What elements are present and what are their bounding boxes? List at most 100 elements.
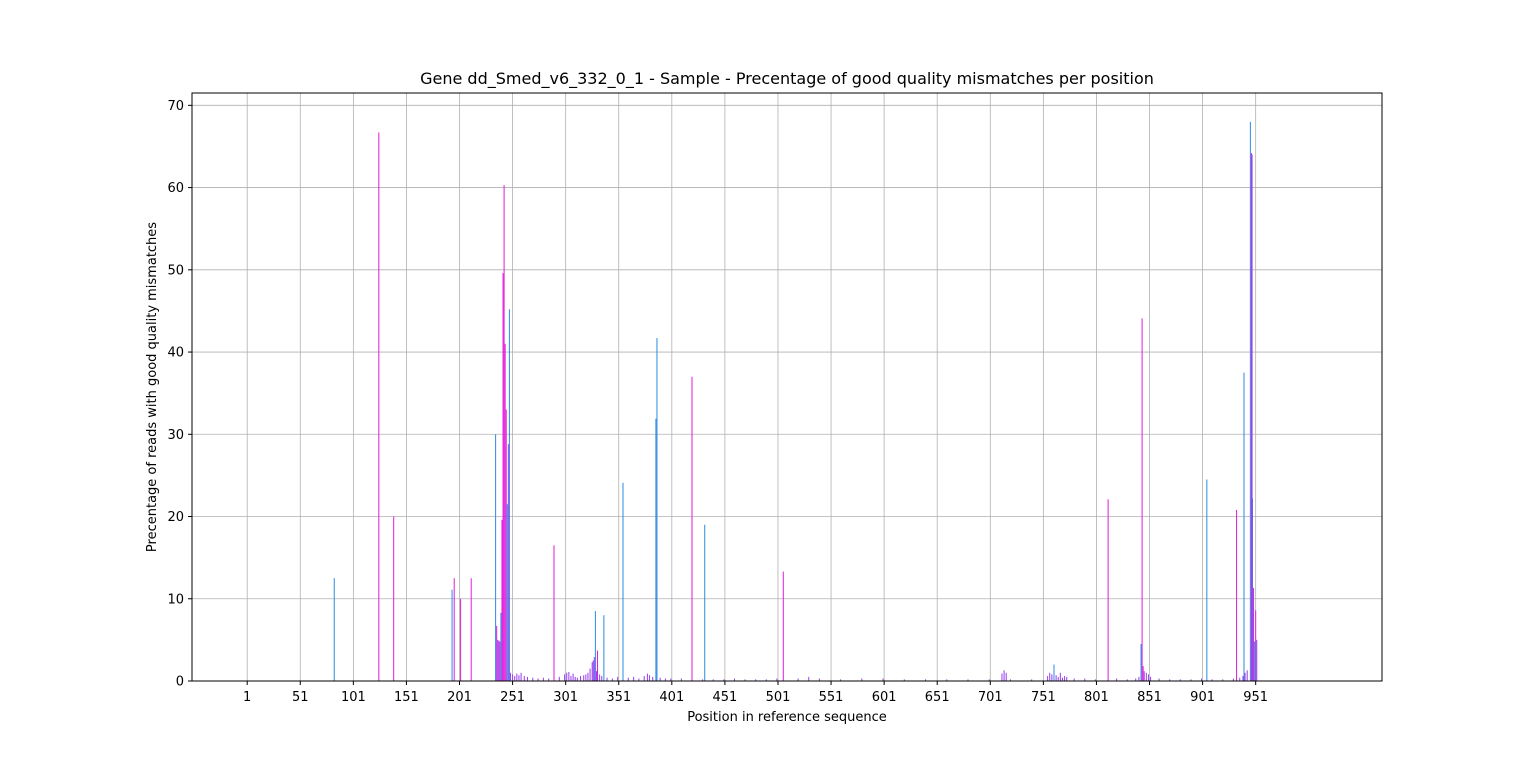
bar-violet — [1246, 670, 1248, 681]
bar-violet — [1009, 679, 1011, 681]
bar-magenta — [504, 343, 506, 681]
x-tick-label: 1 — [243, 690, 251, 705]
bar-violet — [1179, 679, 1181, 681]
bar-violet — [664, 678, 666, 681]
bar-violet — [526, 676, 528, 681]
bar-violet — [1239, 677, 1241, 681]
bar-violet — [572, 673, 574, 681]
bar-violet — [723, 679, 725, 681]
bar-violet — [595, 671, 597, 681]
x-tick-label: 801 — [1084, 690, 1109, 705]
chart-title: Gene dd_Smed_v6_332_0_1 - Sample - Prece… — [420, 69, 1154, 89]
bar-blue — [1254, 641, 1256, 681]
bar-violet — [498, 640, 500, 681]
bar-blue — [495, 434, 497, 681]
y-tick-label: 10 — [167, 592, 184, 607]
bar-blue — [1140, 643, 1142, 681]
bar-violet — [1251, 154, 1253, 681]
bar-violet — [638, 678, 640, 681]
bar-magenta — [496, 625, 498, 681]
bar-violet — [1150, 676, 1152, 681]
bar-violet — [1190, 679, 1192, 681]
bar-violet — [1116, 678, 1118, 681]
x-tick-label: 401 — [659, 690, 684, 705]
bar-violet — [702, 679, 704, 681]
bar-violet — [1001, 673, 1003, 681]
x-tick-label: 701 — [978, 690, 1003, 705]
bar-violet — [808, 676, 810, 681]
bar-violet — [564, 674, 566, 681]
bar-violet — [946, 679, 948, 681]
bar-magenta — [393, 516, 395, 681]
bar-violet — [646, 673, 648, 681]
bar-magenta — [1142, 666, 1144, 681]
bar-violet — [1094, 679, 1096, 681]
bar-violet — [532, 677, 534, 681]
x-tick-label: 601 — [872, 690, 897, 705]
bar-magenta — [502, 273, 504, 681]
bar-blue — [594, 611, 596, 681]
bar-magenta — [553, 545, 555, 681]
bar-violet — [633, 676, 635, 681]
y-tick-label: 60 — [167, 181, 184, 196]
bar-violet — [1064, 676, 1066, 681]
bar-violet — [568, 671, 570, 681]
bar-magenta — [453, 578, 455, 681]
bar-blue — [622, 482, 624, 681]
bar-blue — [1249, 121, 1251, 682]
bar-violet — [818, 678, 820, 681]
bar-violet — [1066, 676, 1068, 681]
bar-violet — [1158, 678, 1160, 681]
bar-violet — [1031, 679, 1033, 681]
bar-violet — [1143, 671, 1145, 681]
x-tick-label: 201 — [447, 690, 472, 705]
bar-violet — [1055, 675, 1057, 681]
bar-violet — [1059, 672, 1061, 681]
bar-violet — [643, 676, 645, 681]
bar-violet — [1242, 676, 1244, 681]
bar-violet — [733, 678, 735, 681]
bar-blue — [333, 578, 335, 681]
y-tick-label: 50 — [167, 263, 184, 278]
bar-violet — [585, 674, 587, 681]
bar-magenta — [691, 376, 693, 681]
bar-violet — [599, 674, 601, 681]
x-tick-label: 501 — [766, 690, 791, 705]
bar-blue — [451, 589, 453, 681]
bar-violet — [1047, 676, 1049, 681]
x-tick-label: 101 — [341, 690, 366, 705]
bar-magenta — [499, 641, 501, 681]
bar-blue — [508, 309, 510, 681]
bar-violet — [776, 678, 778, 681]
x-tick-label: 901 — [1190, 690, 1215, 705]
x-tick-label: 951 — [1243, 690, 1268, 705]
bar-violet — [797, 678, 799, 681]
bar-violet — [611, 678, 613, 681]
bar-violet — [589, 668, 591, 681]
bar-violet — [925, 679, 927, 681]
y-tick-label: 40 — [167, 346, 184, 361]
axis-ticks: 1 51 101 151 201 251 301 351 401 451 501 551 601 651 7… — [167, 99, 1268, 705]
bar-violet — [587, 672, 589, 681]
bar-violet — [1049, 672, 1051, 681]
bar-violet — [516, 673, 518, 681]
bar-blue — [506, 504, 508, 681]
bar-violet — [765, 679, 767, 681]
bar-magenta — [470, 578, 472, 681]
bar-violet — [1222, 679, 1224, 681]
bar-violet — [1145, 672, 1147, 681]
bar-violet — [509, 672, 511, 681]
bar-violet — [512, 674, 514, 681]
bar-violet — [1138, 676, 1140, 681]
bar-violet — [570, 676, 572, 681]
bar-violet — [566, 672, 568, 681]
bar-violet — [1051, 674, 1053, 681]
bar-violet — [520, 672, 522, 681]
bar-blue — [1053, 664, 1055, 681]
bar-violet — [523, 676, 525, 681]
bar-violet — [1126, 679, 1128, 681]
bar-violet — [1073, 678, 1075, 681]
bar-violet — [1211, 679, 1213, 681]
bar-violet — [744, 679, 746, 681]
